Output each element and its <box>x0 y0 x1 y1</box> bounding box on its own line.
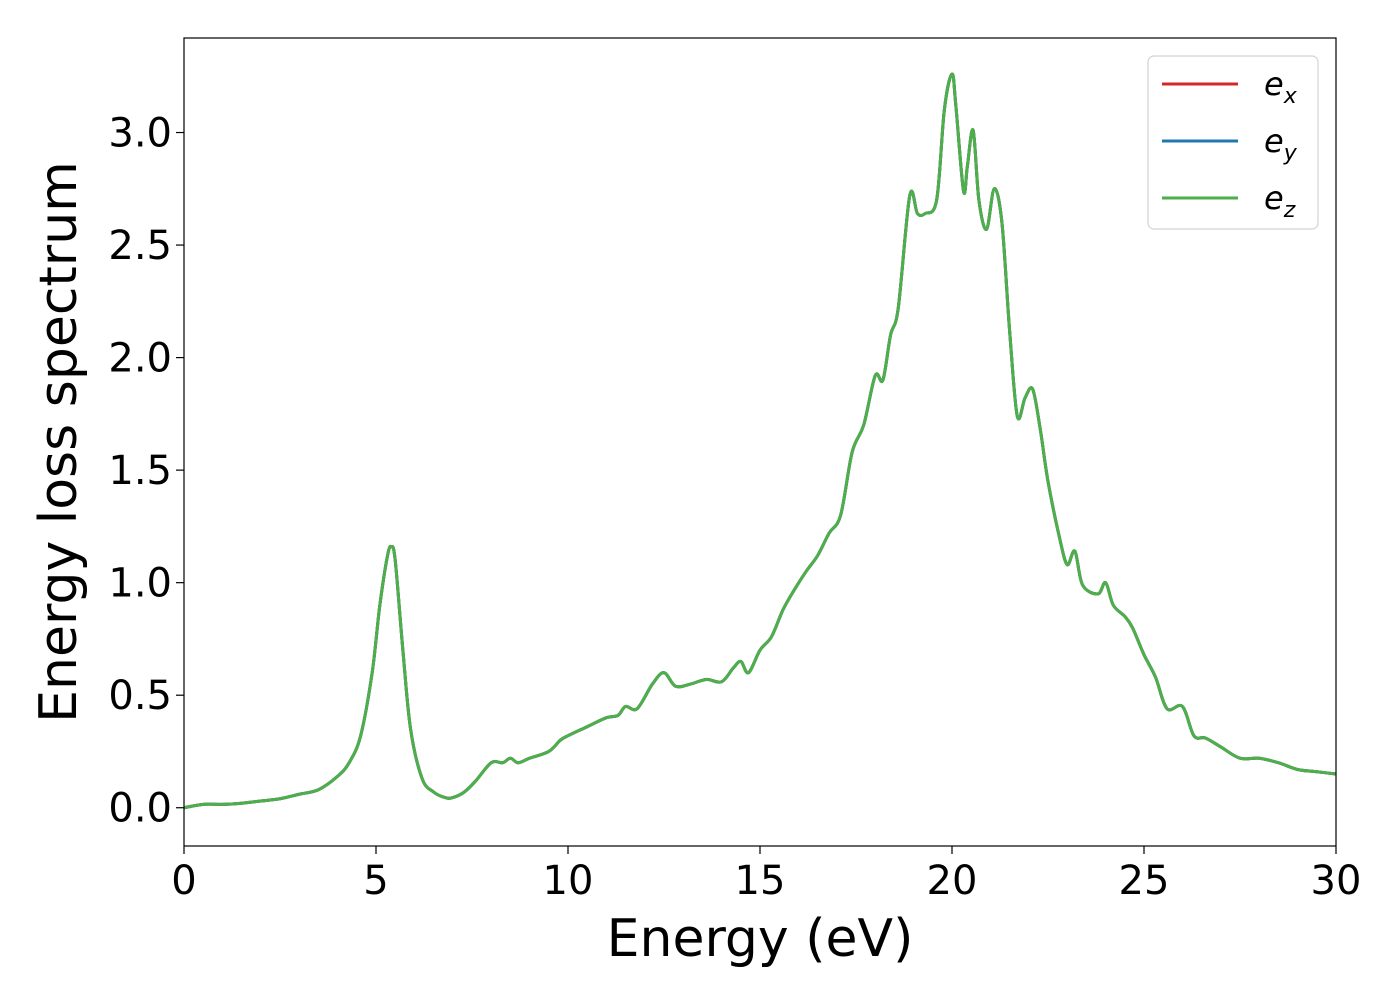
legend: ex ey ez <box>1147 55 1319 230</box>
y-tick-label: 2.0 <box>108 336 172 382</box>
legend-label-ex: ex <box>1264 65 1298 109</box>
series-layer <box>184 72 1336 810</box>
series-line-ez <box>184 72 1336 810</box>
y-tick-label: 0.0 <box>108 786 172 832</box>
x-tick-label: 10 <box>543 858 594 904</box>
y-tick-label: 1.0 <box>108 561 172 607</box>
y-tick-label: 0.5 <box>108 673 172 719</box>
y-tick-label: 2.5 <box>108 223 172 269</box>
x-tick-label: 20 <box>927 858 978 904</box>
y-axis-label: Energy loss spectrum <box>29 161 89 723</box>
x-axis-label: Energy (eV) <box>607 909 914 969</box>
plot-background <box>184 38 1336 846</box>
x-tick-label: 5 <box>363 858 388 904</box>
x-tick-label: 15 <box>735 858 786 904</box>
x-axis: 0 5 10 15 20 25 30 <box>171 846 1361 904</box>
y-tick-label: 3.0 <box>108 111 172 157</box>
x-tick-label: 0 <box>171 858 196 904</box>
x-tick-label: 30 <box>1311 858 1362 904</box>
legend-label-ez: ez <box>1264 179 1296 223</box>
y-axis: 0.0 0.5 1.0 1.5 2.0 2.5 3.0 <box>108 111 184 832</box>
y-tick-label: 1.5 <box>108 448 172 494</box>
legend-label-ey: ey <box>1264 122 1298 166</box>
x-tick-label: 25 <box>1119 858 1170 904</box>
